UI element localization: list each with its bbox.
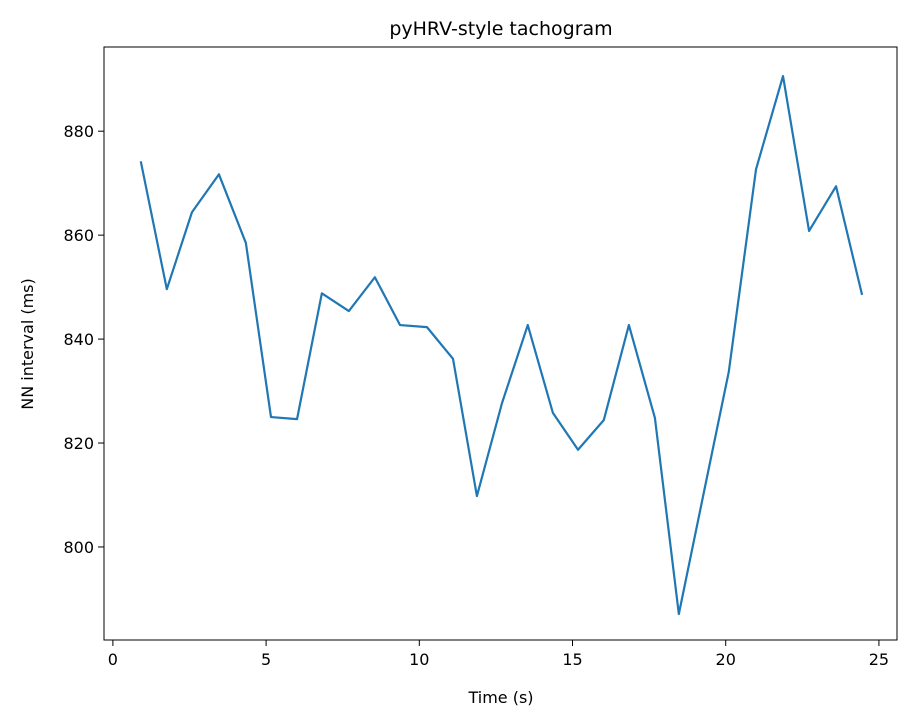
x-tick-label: 10 [409, 650, 429, 669]
y-tick-label: 800 [63, 538, 94, 557]
chart-title: pyHRV-style tachogram [389, 18, 612, 40]
line-series [139, 75, 864, 616]
y-axis-label: NN interval (ms) [18, 278, 37, 410]
x-tick-label: 15 [562, 650, 582, 669]
x-axis-label: Time (s) [467, 688, 533, 707]
plot-frame [103, 46, 898, 641]
y-tick-label: 860 [63, 226, 94, 245]
x-tick-label: 20 [716, 650, 736, 669]
y-tick-label: 880 [63, 122, 94, 141]
x-tick-label: 0 [108, 650, 118, 669]
x-tick-label: 5 [261, 650, 271, 669]
y-tick-label: 820 [63, 434, 94, 453]
y-tick-label: 840 [63, 330, 94, 349]
x-tick-label: 25 [869, 650, 889, 669]
